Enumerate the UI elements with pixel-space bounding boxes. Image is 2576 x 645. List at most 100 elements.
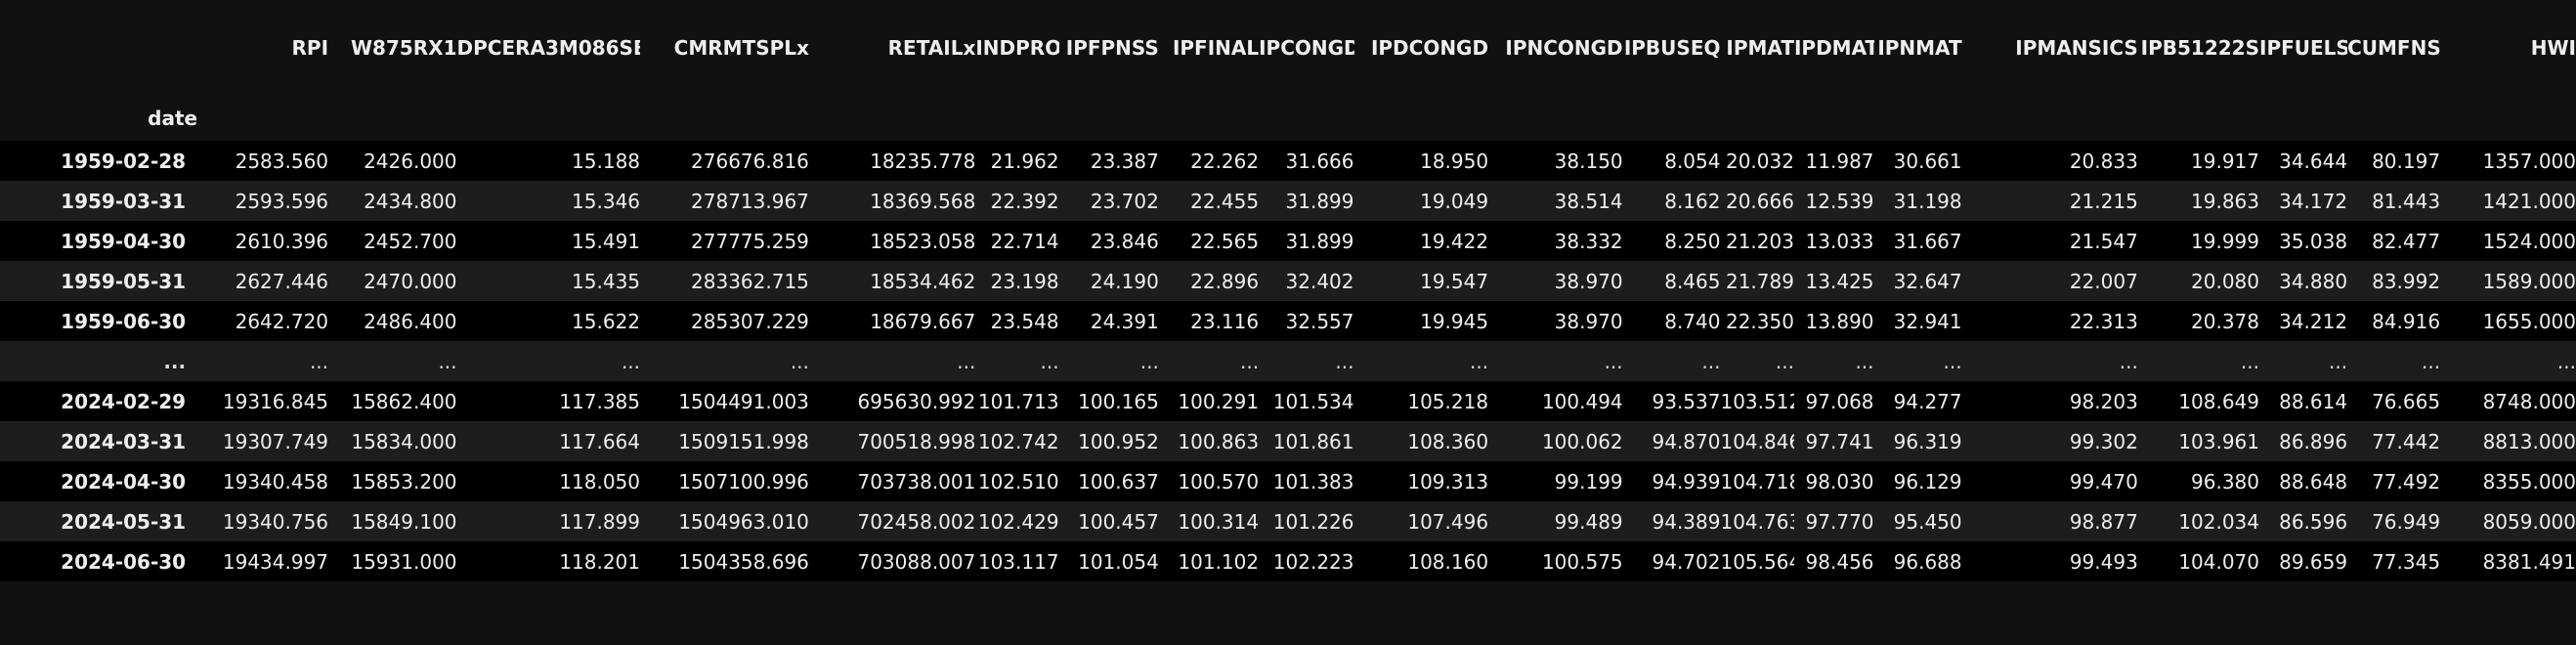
table-cell: 22.455 [1190, 189, 1260, 213]
table-cell: 19316.845 [222, 389, 329, 413]
index-name-row-spacer [1354, 96, 1489, 141]
table-cell: 23.548 [990, 309, 1059, 333]
table-cell: 19307.749 [222, 429, 329, 453]
table-cell: 15853.200 [351, 469, 457, 494]
table-cell: 2610.396 [235, 229, 329, 253]
table-cell: 100.314 [1178, 509, 1260, 534]
table-cell: 77.345 [2372, 549, 2441, 574]
index-name-row-spacer [1488, 96, 1623, 141]
column-header: DPCERA3M086SBEA [456, 36, 641, 60]
table-cell: 1504491.003 [678, 389, 809, 413]
row-index-date: 1959-06-30 [61, 309, 187, 333]
table-cell: 81.443 [2372, 189, 2441, 213]
index-name-row-spacer [809, 96, 975, 141]
table-cell: 102.510 [977, 469, 1059, 494]
table-cell: 94.277 [1893, 389, 1962, 413]
table-cell: 19.049 [1420, 189, 1489, 213]
table-header: RPI W875RX1DPCERA3M086SBEA CMRMTSPLx RETAIL… [0, 0, 2576, 141]
table-cell: 34.172 [2279, 189, 2348, 213]
table-cell: 21.962 [990, 149, 1059, 173]
table-cell: 15.622 [572, 309, 641, 333]
table-cell: 8.162 [1664, 189, 1721, 213]
table-cell: 2426.000 [364, 149, 457, 173]
table-cell: 100.165 [1078, 389, 1159, 413]
table-cell: 101.102 [1178, 549, 1260, 574]
table-cell: 23.116 [1190, 309, 1260, 333]
table-cell: 695630.992 [857, 389, 976, 413]
column-header: INDPRO [975, 36, 1059, 60]
table-cell: 21.789 [1725, 269, 1794, 293]
column-header: W875RX1 [350, 36, 457, 60]
table-cell: 102.429 [977, 509, 1059, 534]
row-index-date: 1959-03-31 [61, 189, 187, 213]
table-cell: 1524.000 [2482, 229, 2576, 253]
table-cell: ... [790, 349, 809, 373]
table-cell: 96.688 [1893, 549, 1962, 574]
index-name-row-spacer [197, 96, 328, 141]
row-index-date: 1959-05-31 [61, 269, 187, 293]
table-cell: 32.647 [1893, 269, 1962, 293]
table-cell: ... [1604, 349, 1623, 373]
column-header-row: RPI W875RX1DPCERA3M086SBEA CMRMTSPLx RETAIL… [0, 0, 2576, 96]
index-name-row-spacer [975, 96, 1058, 141]
column-header: IPDCONGD [1370, 36, 1489, 60]
table-cell: 76.949 [2372, 509, 2441, 534]
table-cell: 99.199 [1554, 469, 1623, 494]
table-row: 2024-05-31 19340.756 15849.100 117.899 15049… [0, 501, 2576, 541]
table-cell: ... [1855, 349, 1874, 373]
table-cell: 1421.000 [2482, 189, 2576, 213]
table-cell: 20.032 [1725, 149, 1794, 173]
table-cell: 18.950 [1420, 149, 1489, 173]
index-name-row-spacer [1794, 96, 1874, 141]
table-cell: ... [1139, 349, 1159, 373]
table-cell: 2434.800 [364, 189, 457, 213]
table-cell: 1504963.010 [678, 509, 809, 534]
table-cell: 94.870 [1652, 429, 1721, 453]
table-cell: 99.470 [2069, 469, 2138, 494]
table-cell: 32.402 [1285, 269, 1354, 293]
table-cell: 19.422 [1420, 229, 1489, 253]
table-cell: 95.450 [1893, 509, 1962, 534]
table-cell: 88.614 [2279, 389, 2348, 413]
table-cell: 8355.000 [2482, 469, 2576, 494]
table-cell: 15931.000 [351, 549, 457, 574]
table-cell: 1655.000 [2482, 309, 2576, 333]
table-cell: 108.160 [1407, 549, 1489, 574]
table-row: 2024-06-30 19434.997 15931.000 118.201 15043… [0, 541, 2576, 581]
table-cell: 13.033 [1805, 229, 1874, 253]
table-cell: 96.129 [1893, 469, 1962, 494]
column-header: IPDMAT [1793, 36, 1874, 60]
table-cell: 77.492 [2372, 469, 2441, 494]
table-cell: 2486.400 [364, 309, 457, 333]
ellipsis-row: ........................................… [0, 341, 2576, 381]
table-cell: 38.970 [1554, 269, 1623, 293]
table-cell: 99.493 [2069, 549, 2138, 574]
table-cell: 107.496 [1407, 509, 1489, 534]
table-cell: 118.050 [559, 469, 641, 494]
table-cell: 103.117 [977, 549, 1059, 574]
index-name-row-spacer [2440, 96, 2576, 141]
table-cell: 23.387 [1090, 149, 1159, 173]
table-cell: 100.575 [1541, 549, 1623, 574]
table-cell: 82.477 [2372, 229, 2441, 253]
table-cell: 100.570 [1178, 469, 1260, 494]
table-cell: 105.218 [1407, 389, 1489, 413]
table-cell: 19.917 [2191, 149, 2259, 173]
column-header: IPMANSICS [2015, 36, 2138, 60]
table-cell: 19.863 [2191, 189, 2259, 213]
table-cell: 34.644 [2279, 149, 2348, 173]
table-cell: 700518.998 [857, 429, 976, 453]
column-header: IPNMAT [1877, 36, 1962, 60]
table-cell: 19340.756 [222, 509, 329, 534]
table-cell: 97.770 [1805, 509, 1874, 534]
row-index-date: 2024-04-30 [61, 469, 187, 494]
table-cell: 2470.000 [364, 269, 457, 293]
table-cell: 23.846 [1090, 229, 1159, 253]
table-row: 1959-04-30 2610.396 2452.700 15.491 277775.2… [0, 221, 2576, 261]
table-cell: ... [621, 349, 641, 373]
column-header: CMRMTSPLx [673, 36, 809, 60]
table-cell: 104.763 [1720, 509, 1794, 534]
table-cell: ... [1775, 349, 1794, 373]
table-cell: 109.313 [1407, 469, 1489, 494]
table-cell: 15.435 [572, 269, 641, 293]
